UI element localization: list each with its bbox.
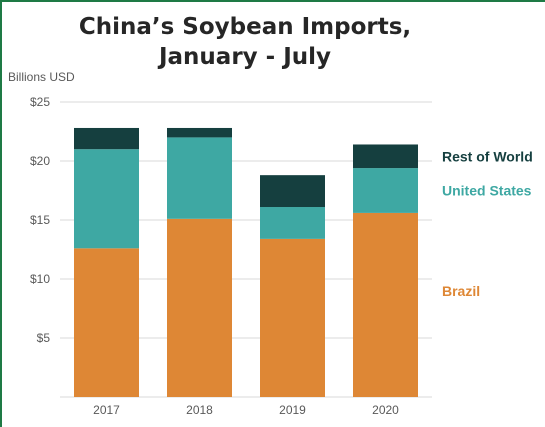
bar-rest-of-world-2020 (353, 144, 418, 169)
x-tick-label: 2018 (186, 403, 213, 417)
legend-item-brazil: Brazil (442, 283, 480, 299)
legend-item-united-states: United States (442, 183, 532, 199)
legend: Brazil United States Rest of World (442, 148, 533, 299)
x-tick-label: 2017 (93, 403, 120, 417)
x-axis-ticks: 2017 2018 2019 2020 (93, 403, 399, 417)
bar-brazil-2018 (167, 218, 232, 397)
x-tick-label: 2020 (372, 403, 399, 417)
y-tick-label: $5 (37, 331, 51, 345)
y-tick-label: $10 (30, 272, 50, 286)
legend-item-rest-of-world: Rest of World (442, 148, 533, 164)
x-tick-label: 2019 (279, 403, 306, 417)
y-tick-label: $15 (30, 213, 50, 227)
y-tick-label: $25 (30, 95, 50, 109)
bar-brazil-2017 (74, 248, 139, 397)
y-axis-label: Billions USD (8, 70, 75, 84)
y-axis-ticks: $5 $10 $15 $20 $25 (30, 95, 50, 345)
bars (74, 127, 418, 397)
chart-title-line-1: China’s Soybean Imports, (79, 14, 411, 40)
chart-title: China’s Soybean Imports, January - July (79, 14, 411, 70)
bar-united-states-2020 (353, 168, 418, 213)
bar-united-states-2018 (167, 137, 232, 219)
bar-rest-of-world-2018 (167, 127, 232, 138)
bar-rest-of-world-2019 (260, 175, 325, 208)
bar-united-states-2017 (74, 149, 139, 249)
y-tick-label: $20 (30, 154, 50, 168)
bar-brazil-2020 (353, 212, 418, 397)
bar-brazil-2019 (260, 238, 325, 397)
chart-title-line-2: January - July (157, 44, 331, 70)
bar-rest-of-world-2017 (74, 127, 139, 150)
bar-united-states-2019 (260, 207, 325, 239)
